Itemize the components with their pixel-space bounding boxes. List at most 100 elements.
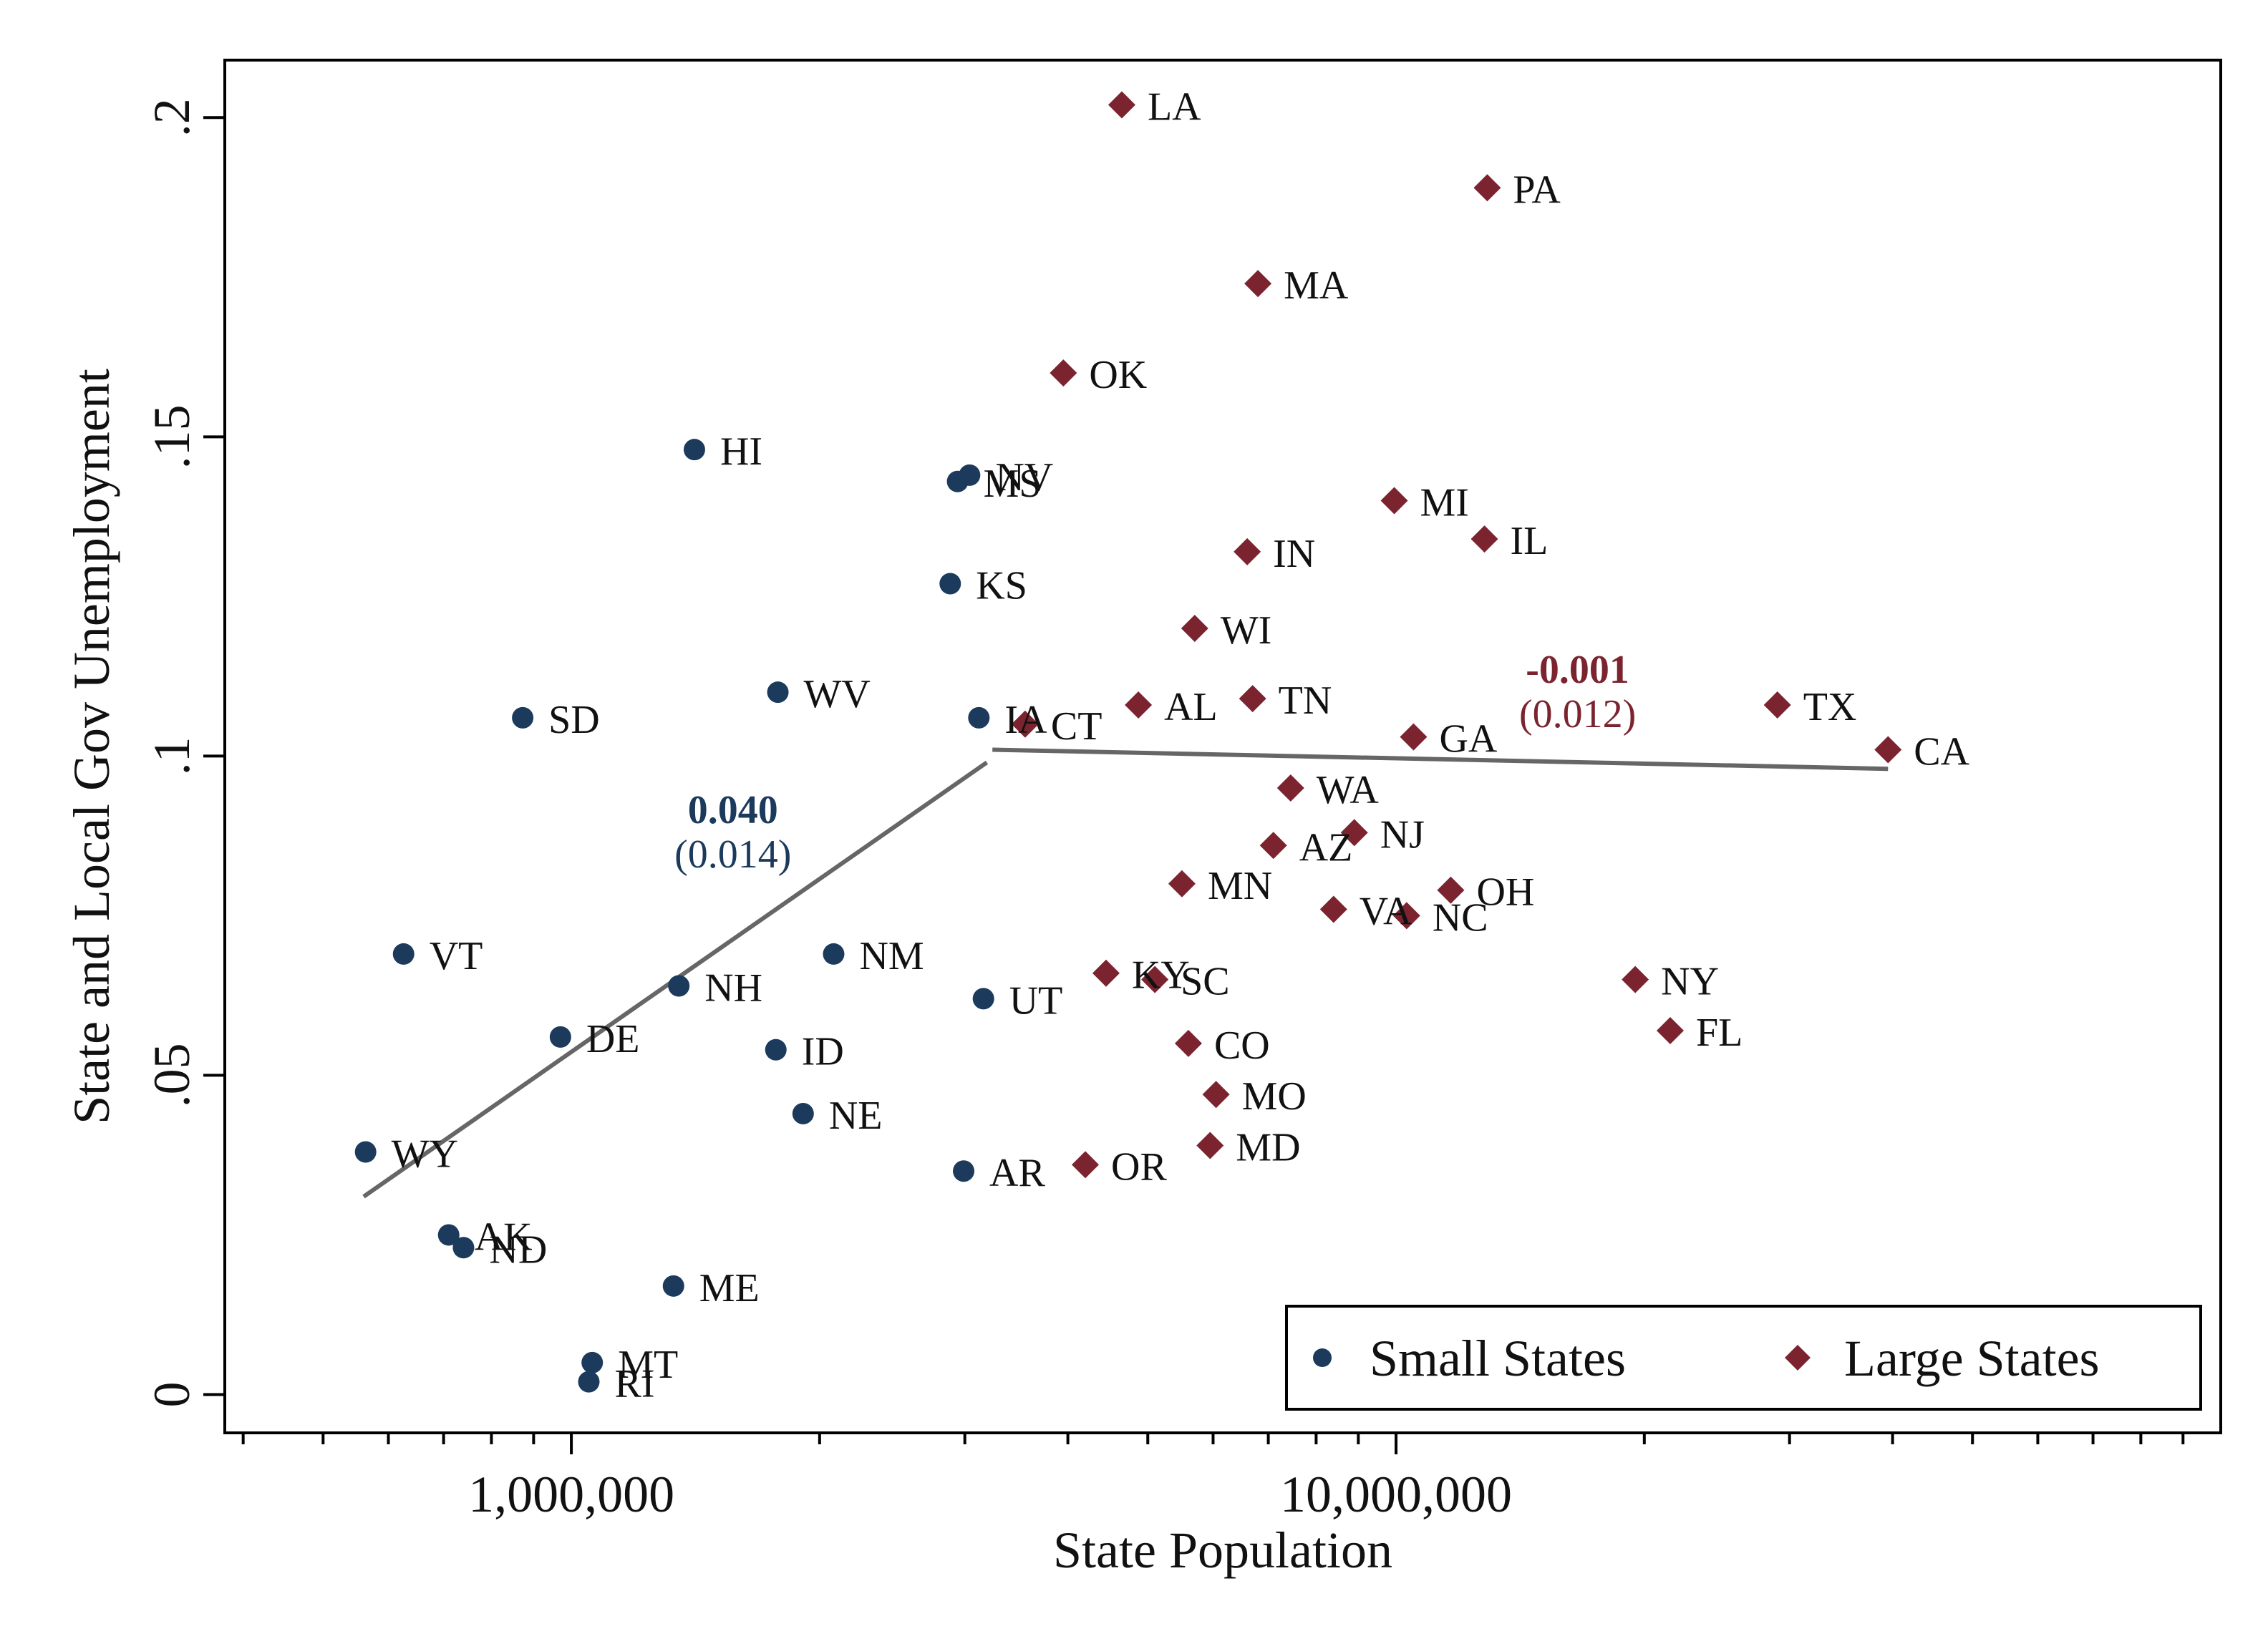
point-label: CT: [1051, 704, 1102, 749]
large-state-point: [1234, 537, 1261, 565]
point-label: CO: [1214, 1023, 1270, 1068]
point-label: FL: [1696, 1011, 1743, 1055]
point-label: MA: [1284, 263, 1349, 308]
point-label: OR: [1111, 1144, 1167, 1189]
point-label: RI: [614, 1362, 654, 1406]
small-state-point: [765, 1038, 787, 1061]
point-label: NJ: [1380, 812, 1425, 857]
point-label: CA: [1914, 729, 1969, 774]
legend-box: [1285, 1305, 2202, 1411]
point-label: WY: [392, 1132, 458, 1176]
point-label: TN: [1279, 678, 1332, 723]
small-state-point: [823, 943, 845, 965]
point-label: AL: [1164, 685, 1218, 729]
large-state-point: [1125, 691, 1153, 719]
large-state-point: [1259, 832, 1287, 860]
point-label: KY: [1132, 953, 1190, 998]
x-axis-label: State Population: [1053, 1522, 1392, 1579]
x-tick-label: 10,000,000: [1280, 1466, 1512, 1523]
small-state-point: [668, 975, 690, 997]
large-state-point: [1470, 525, 1498, 553]
large-state-point: [1392, 902, 1420, 930]
large-state-point: [1072, 1151, 1100, 1179]
legend: Small States Large States: [1285, 1305, 2202, 1411]
small-state-point: [437, 1224, 460, 1246]
small-state-point: [452, 1237, 475, 1259]
small-state-point: [968, 706, 990, 729]
point-label: DE: [586, 1017, 640, 1061]
point-label: NE: [829, 1094, 883, 1138]
legend-small-states-label: Small States: [1370, 1330, 1626, 1387]
large-state-point: [1181, 614, 1208, 642]
large-state-point: [1011, 710, 1039, 738]
point-label: PA: [1513, 167, 1561, 212]
large-state-point: [1239, 685, 1266, 713]
small-state-point: [767, 681, 789, 704]
standard-error-label: (0.014): [674, 832, 791, 877]
point-label: ND: [489, 1227, 547, 1272]
large-state-point: [1437, 876, 1465, 904]
axes: 0 .05 .1 .15 .2 1,000,000 10,000,000: [143, 98, 2185, 1523]
point-label: MO: [1242, 1074, 1307, 1119]
point-label: SC: [1181, 960, 1230, 1004]
point-label: MD: [1236, 1126, 1300, 1170]
point-label: NM: [859, 934, 924, 978]
point-label: AR: [989, 1151, 1045, 1195]
small-state-point: [662, 1275, 684, 1297]
point-label: NC: [1433, 895, 1488, 940]
large-state-point: [1202, 1081, 1230, 1109]
coefficient-label: -0.001: [1526, 648, 1629, 692]
point-label: IN: [1273, 532, 1315, 576]
small-state-point: [392, 943, 415, 965]
data-points: [354, 91, 1902, 1393]
point-label: WI: [1221, 608, 1272, 653]
point-label: MS: [984, 462, 1042, 506]
y-tick-label: .15: [143, 404, 200, 469]
point-label: OH: [1476, 870, 1534, 915]
small-state-point: [683, 439, 705, 461]
point-label: ME: [699, 1266, 760, 1310]
small-state-point: [354, 1141, 377, 1163]
point-label: WA: [1317, 768, 1380, 812]
point-label: HI: [720, 429, 762, 474]
point-label: MN: [1208, 864, 1272, 908]
small-state-point: [972, 988, 994, 1010]
plot-frame: [223, 59, 2222, 1434]
coefficient-annotations: 0.040(0.014) -0.001(0.012): [674, 648, 1636, 877]
point-label: NH: [704, 966, 762, 1011]
small-state-point: [549, 1026, 571, 1048]
small-state-point: [792, 1102, 814, 1124]
point-label: ID: [802, 1030, 844, 1074]
large-state-point: [1319, 895, 1347, 923]
small-state-point: [939, 573, 961, 595]
large-state-point: [1400, 723, 1428, 751]
legend-small-states-marker: [1313, 1348, 1332, 1367]
small-state-point: [512, 706, 534, 729]
large-state-point: [1196, 1132, 1224, 1159]
point-label: IA: [1004, 698, 1047, 742]
large-state-point: [1763, 691, 1791, 719]
large-state-point: [1168, 870, 1196, 898]
y-tick-label: 0: [143, 1381, 200, 1407]
point-label: UT: [1009, 978, 1063, 1023]
large-state-point: [1141, 965, 1169, 993]
large-state-point: [1380, 487, 1408, 515]
large-state-point: [1874, 736, 1902, 764]
point-label: VT: [430, 934, 483, 978]
point-label: AK: [475, 1215, 533, 1259]
small-state-point: [581, 1351, 604, 1373]
point-label: NY: [1661, 960, 1719, 1004]
large-state-point: [1622, 965, 1649, 993]
large-state-point: [1276, 774, 1304, 802]
fit-line: [992, 747, 1889, 772]
point-label: NV: [995, 455, 1053, 500]
x-tick-label: 1,000,000: [468, 1466, 674, 1523]
y-tick-label: .05: [143, 1043, 200, 1107]
y-tick-label: .2: [143, 98, 200, 137]
large-state-point: [1656, 1016, 1684, 1044]
point-label: MI: [1420, 481, 1469, 525]
large-state-point: [1244, 270, 1272, 298]
standard-error-label: (0.012): [1519, 692, 1636, 736]
large-state-point: [1092, 959, 1120, 987]
